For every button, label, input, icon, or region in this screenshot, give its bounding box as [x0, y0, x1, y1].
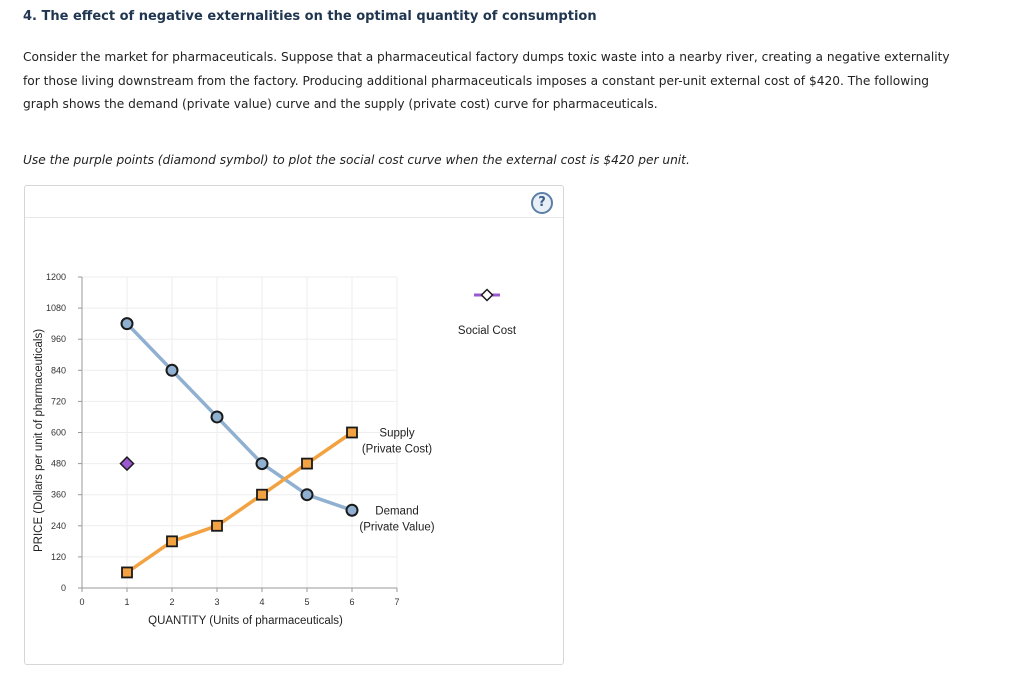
y-axis-label: PRICE (Dollars per unit of pharmaceutica… [33, 329, 45, 552]
y-tick-label: 240 [51, 521, 66, 531]
y-tick-label: 840 [51, 365, 66, 375]
x-axis-label: QUANTITY (Units of pharmaceuticals) [148, 615, 343, 627]
question-text: Consider the market for pharmaceuticals.… [23, 46, 983, 117]
y-tick-label: 480 [51, 459, 66, 469]
supply-point[interactable] [256, 488, 268, 501]
social-cost-legend-label: Social Cost [458, 325, 517, 337]
chart-axes [78, 276, 398, 592]
chart-series-lines [125, 322, 353, 574]
question-text-line-3: graph shows the demand (private value) c… [23, 97, 658, 111]
x-tick-label: 7 [394, 597, 399, 607]
demand-curve-sublabel: (Private Value) [359, 521, 434, 533]
y-tick-label: 600 [51, 428, 66, 438]
chart-gridlines [82, 276, 398, 588]
x-tick-label: 3 [214, 597, 219, 607]
instruction-text: Use the purple points (diamond symbol) t… [23, 153, 690, 167]
y-tick-label: 1200 [46, 272, 66, 282]
y-tick-label: 1080 [46, 303, 66, 313]
demand-point[interactable] [210, 410, 224, 424]
social-cost-point[interactable] [119, 456, 135, 472]
demand-point[interactable] [255, 457, 269, 471]
question-text-line-2: for those living downstream from the fac… [23, 73, 930, 88]
supply-point[interactable] [346, 426, 358, 439]
demand-point[interactable] [165, 363, 179, 377]
x-tick-label: 2 [169, 597, 174, 607]
supply-point[interactable] [121, 566, 133, 579]
question-title: 4. The effect of negative externalities … [23, 9, 597, 24]
x-tick-label: 0 [79, 597, 84, 607]
supply-point[interactable] [211, 519, 223, 532]
social-cost-legend-diamond-icon[interactable] [480, 288, 494, 302]
graph-panel-header [25, 186, 563, 218]
x-tick-label: 5 [304, 597, 309, 607]
social-cost-legend[interactable] [474, 288, 500, 302]
question-text-line-1: Consider the market for pharmaceuticals.… [23, 50, 950, 64]
y-tick-label: 360 [51, 490, 66, 500]
demand-curve-label: Demand [375, 505, 418, 517]
supply-point[interactable] [301, 457, 313, 470]
supply-point[interactable] [166, 535, 178, 548]
graph-panel: ? [24, 185, 564, 665]
demand-point[interactable] [300, 488, 314, 502]
supply-curve-line [126, 431, 353, 574]
y-tick-label: 960 [51, 334, 66, 344]
demand-point[interactable] [120, 317, 134, 331]
y-tick-label: 0 [61, 583, 66, 593]
x-tick-label: 1 [124, 597, 129, 607]
demand-curve-line [125, 322, 353, 512]
chart-tick-labels: 0 120 240 360 480 600 720 840 960 1080 1200 0 1 2 3 4 5 6… [46, 272, 400, 607]
demand-point[interactable] [345, 503, 359, 517]
x-tick-label: 6 [349, 597, 354, 607]
help-icon[interactable]: ? [531, 192, 553, 214]
chart-markers [119, 317, 359, 579]
supply-curve-label: Supply [379, 428, 414, 440]
supply-curve-sublabel: (Private Cost) [362, 444, 432, 456]
y-tick-label: 720 [51, 396, 66, 406]
y-tick-label: 120 [51, 552, 66, 562]
x-tick-label: 4 [259, 597, 264, 607]
